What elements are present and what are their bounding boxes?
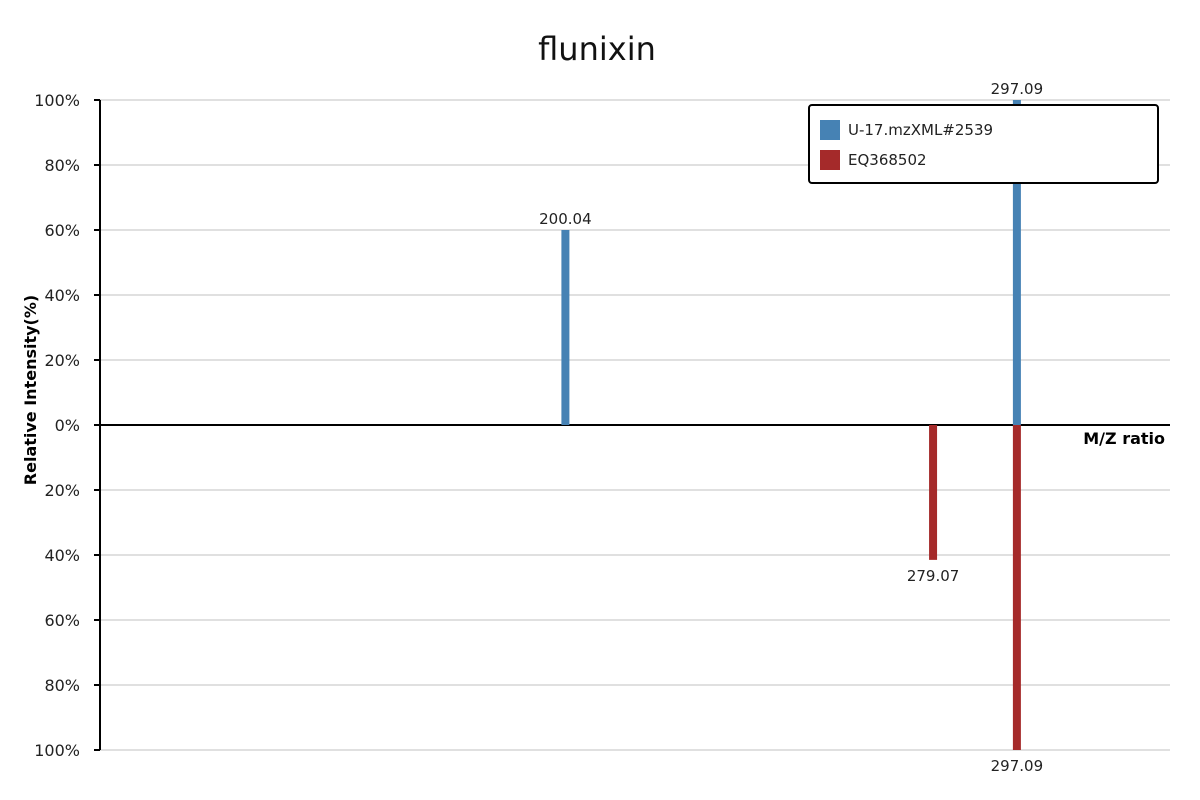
legend-label: EQ368502: [848, 151, 927, 169]
legend-box: [808, 104, 1159, 184]
peak-label: 297.09: [991, 80, 1044, 98]
y-tick-label: 80%: [44, 676, 80, 695]
x-axis-title: M/Z ratio: [1083, 429, 1165, 448]
peak-bar: [561, 230, 570, 425]
y-tick-label: 0%: [55, 416, 80, 435]
peak-labels: 200.04 297.09 279.07 297.09: [539, 80, 1043, 775]
peak-bar: [1012, 425, 1021, 750]
legend: U-17.mzXML#2539 EQ368502: [808, 104, 1159, 184]
peak-label: 279.07: [907, 567, 960, 585]
y-axis-title: Relative Intensity(%): [21, 295, 40, 485]
y-tick-label: 40%: [44, 286, 80, 305]
chart-title: flunixin: [538, 30, 656, 68]
peak-label: 200.04: [539, 210, 592, 228]
axes: 100% 80% 60% 40% 20% 0% 20% 40% 60% 80% 100%: [34, 91, 1170, 760]
legend-label: U-17.mzXML#2539: [848, 121, 993, 139]
y-tick-label: 100%: [34, 91, 80, 110]
gridlines: [100, 99, 1170, 751]
peak-bars: [561, 100, 1021, 750]
peak-bar: [1012, 100, 1021, 425]
y-tick-label: 80%: [44, 156, 80, 175]
peak-bar: [929, 425, 938, 560]
legend-swatch: [820, 150, 840, 170]
y-tick-label: 60%: [44, 611, 80, 630]
y-tick-label: 40%: [44, 546, 80, 565]
y-tick-label: 20%: [44, 351, 80, 370]
legend-swatch: [820, 120, 840, 140]
peak-label: 297.09: [991, 757, 1044, 775]
y-tick-label: 20%: [44, 481, 80, 500]
y-tick-label: 60%: [44, 221, 80, 240]
y-tick-label: 100%: [34, 741, 80, 760]
